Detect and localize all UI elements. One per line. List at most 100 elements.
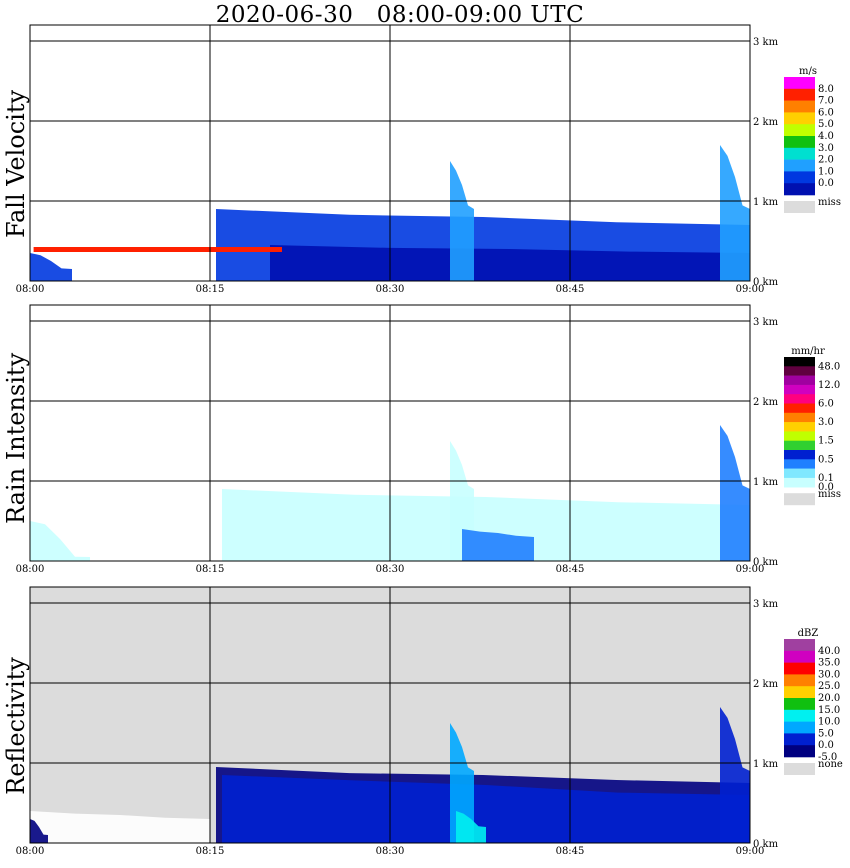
y-tick-label: 3 km	[753, 599, 779, 610]
x-tick-label: 08:45	[556, 846, 585, 857]
x-tick-label: 08:45	[556, 564, 585, 575]
colorbar-label: 1.0	[818, 166, 834, 177]
colorbar-swatch	[784, 459, 815, 469]
echo-region	[456, 811, 486, 843]
echo-region	[30, 819, 48, 843]
colorbar-swatch	[784, 159, 815, 172]
colorbar-label: -5.0	[818, 752, 837, 763]
y-tick-label: 3 km	[753, 317, 779, 328]
colorbar-swatch	[784, 394, 815, 404]
colorbar-swatch	[784, 375, 815, 386]
y-tick-label: 0 km	[753, 557, 779, 568]
colorbar-label: 48.0	[818, 361, 840, 372]
echo-region	[222, 775, 750, 843]
x-tick-label: 09:00	[736, 564, 765, 575]
plot-frame	[29, 586, 751, 844]
colorbar-swatch	[784, 662, 815, 675]
y-tick-label: 1 km	[753, 477, 779, 488]
colorbar-label: 40.0	[818, 646, 840, 657]
colorbar-label: 5.0	[818, 728, 834, 739]
colorbar-swatch	[784, 147, 815, 160]
colorbar-miss-label: miss	[818, 197, 841, 208]
colorbar-swatch	[784, 431, 815, 441]
colorbar-swatch	[784, 733, 815, 746]
x-tick-label: 08:30	[376, 846, 405, 857]
colorbar-swatch	[784, 650, 815, 663]
x-tick-label: 08:15	[196, 564, 225, 575]
colorbar-swatch	[784, 100, 815, 113]
panel-2: 0 km 1 km 2 km 3 km 08:00 08:15 08:30 08:45 09:0…	[16, 586, 843, 857]
x-tick-label: 08:30	[376, 284, 405, 295]
x-tick-label: 08:15	[196, 846, 225, 857]
colorbar-label: 5.0	[818, 119, 834, 130]
x-tick-label: 08:30	[376, 564, 405, 575]
colorbar-swatch	[784, 639, 815, 652]
echo-region	[222, 489, 750, 561]
y-tick-label: 0 km	[753, 277, 779, 288]
colorbar-swatch	[784, 709, 815, 722]
colorbar-miss-swatch	[784, 493, 815, 506]
colorbar-swatch	[784, 112, 815, 125]
chart-title: 2020-06-30 08:00-09:00 UTC	[215, 2, 585, 28]
echo-region	[720, 707, 750, 843]
colorbar-label: 10.0	[818, 717, 840, 728]
colorbar-swatch	[784, 468, 815, 479]
colorbar-miss-label: miss	[818, 489, 841, 500]
colorbar-swatch	[784, 183, 815, 196]
colorbar-label: 20.0	[818, 693, 840, 704]
x-tick-label: 09:00	[736, 846, 765, 857]
x-tick-label: 09:00	[736, 284, 765, 295]
panel-0: 0 km 1 km 2 km 3 km 08:00 08:15 08:30 08:45 09:0…	[16, 24, 841, 295]
colorbar-miss-swatch	[784, 763, 815, 775]
colorbar-miss-label: none	[818, 759, 843, 770]
colorbar-label: 12.0	[818, 380, 840, 391]
colorbar-label: 0.5	[818, 454, 834, 465]
colorbar-swatch	[784, 440, 815, 451]
colorbar-swatch	[784, 88, 815, 101]
colorbar-swatch	[784, 422, 815, 432]
colorbar-swatch	[784, 477, 815, 488]
colorbar-swatch	[784, 171, 815, 184]
x-tick-label: 08:00	[16, 564, 45, 575]
colorbar-swatch	[784, 721, 815, 734]
plot-frame	[29, 304, 751, 562]
colorbar-unit: dBZ	[798, 628, 819, 639]
colorbar-label: 35.0	[818, 658, 840, 669]
colorbar-swatch	[784, 136, 815, 149]
colorbar-swatch	[784, 384, 815, 395]
colorbar-swatch	[784, 357, 815, 367]
colorbar-miss-swatch	[784, 201, 815, 213]
colorbar-swatch	[784, 403, 815, 414]
echo-region	[720, 145, 750, 281]
colorbar-swatch	[784, 745, 815, 758]
colorbar-label: 15.0	[818, 705, 840, 716]
colorbar-label: 0.0	[818, 740, 834, 751]
echo-region	[30, 253, 72, 281]
colorbar-unit: mm/hr	[791, 346, 825, 357]
x-tick-label: 08:00	[16, 284, 45, 295]
colorbar-swatch	[784, 366, 815, 376]
colorbar-label: 6.0	[818, 107, 834, 118]
colorbar-label: 30.0	[818, 669, 840, 680]
colorbar-label: 25.0	[818, 681, 840, 692]
y-tick-label: 0 km	[753, 839, 779, 850]
y-tick-label: 1 km	[753, 759, 779, 770]
plot-frame	[29, 24, 751, 282]
y-tick-label: 3 km	[753, 37, 779, 48]
colorbar-label: 3.0	[818, 417, 834, 428]
colorbar-label: 7.0	[818, 96, 834, 107]
x-tick-label: 08:00	[16, 846, 45, 857]
colorbar-swatch	[784, 450, 815, 460]
colorbar-label: 6.0	[818, 399, 834, 410]
y-tick-label: 1 km	[753, 197, 779, 208]
y-tick-label: 2 km	[753, 397, 779, 408]
colorbar-label: 0.0	[818, 482, 834, 493]
y-tick-label: 2 km	[753, 117, 779, 128]
panel-1: 0 km 1 km 2 km 3 km 08:00 08:15 08:30 08:45 09:0…	[16, 304, 841, 575]
x-tick-label: 08:15	[196, 284, 225, 295]
echo-region	[30, 521, 90, 561]
x-tick-label: 08:45	[556, 284, 585, 295]
colorbar-swatch	[784, 77, 815, 90]
colorbar-swatch	[784, 686, 815, 699]
